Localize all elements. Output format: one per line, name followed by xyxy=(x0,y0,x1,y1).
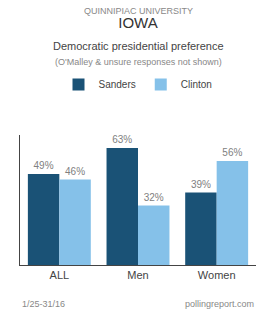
svg-text:49%: 49% xyxy=(34,160,54,171)
svg-text:39%: 39% xyxy=(191,179,211,190)
svg-text:ALL: ALL xyxy=(50,269,70,281)
svg-text:Men: Men xyxy=(127,269,148,281)
svg-text:Clinton: Clinton xyxy=(181,79,212,90)
svg-text:IOWA: IOWA xyxy=(118,14,157,31)
svg-text:Women: Women xyxy=(198,269,236,281)
svg-text:QUINNIPIAC UNIVERSITY: QUINNIPIAC UNIVERSITY xyxy=(84,6,193,16)
svg-text:1/25-31/16: 1/25-31/16 xyxy=(22,299,65,309)
svg-text:pollingreport.com: pollingreport.com xyxy=(185,299,254,309)
svg-text:Sanders: Sanders xyxy=(99,79,136,90)
svg-text:46%: 46% xyxy=(65,166,85,177)
svg-text:56%: 56% xyxy=(222,147,242,158)
svg-text:(O'Malley & unsure responses n: (O'Malley & unsure responses not shown) xyxy=(55,57,222,67)
svg-text:32%: 32% xyxy=(144,192,164,203)
svg-text:63%: 63% xyxy=(112,134,132,145)
svg-text:Democratic presidential prefer: Democratic presidential preference xyxy=(53,40,224,52)
